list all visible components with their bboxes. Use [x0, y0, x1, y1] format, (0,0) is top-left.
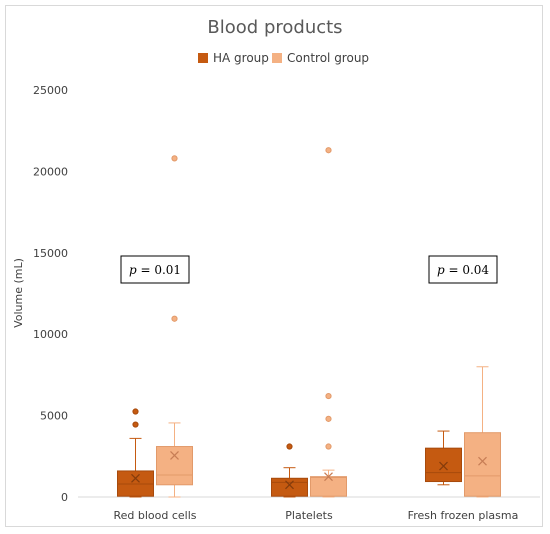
p-value: = 0.04	[445, 263, 490, 277]
chart-title: Blood products	[207, 17, 342, 38]
p-value-text: p = 0.04	[437, 263, 489, 277]
box-iqr	[156, 446, 193, 486]
y-tick-label: 0	[61, 491, 68, 504]
box-control	[464, 366, 501, 498]
p-value-box: p = 0.01	[120, 255, 190, 284]
box-iqr	[425, 447, 462, 483]
y-axis-ticks: 0 5000 10000 15000 20000 25000	[33, 84, 68, 504]
legend-label-control: Control group	[287, 51, 369, 65]
plot-area	[78, 147, 540, 498]
box-iqr	[464, 432, 501, 497]
box-iqr	[310, 476, 347, 497]
mean-marker	[170, 451, 179, 460]
y-axis-label: Volume (mL)	[12, 258, 25, 328]
x-category-label: Red blood cells	[113, 509, 196, 522]
box-ha	[425, 430, 462, 486]
mean-marker	[131, 473, 140, 483]
x-category-label: Platelets	[285, 509, 333, 522]
y-tick-label: 25000	[33, 84, 68, 97]
p-value: = 0.01	[137, 263, 181, 277]
p-value-text: p = 0.01	[129, 263, 181, 277]
p-value-frame	[428, 255, 498, 284]
box-ha	[271, 443, 308, 498]
mean-marker	[285, 480, 294, 490]
outlier-point	[171, 155, 178, 162]
p-value-box: p = 0.04	[428, 255, 498, 284]
mean-marker	[478, 456, 487, 466]
box-control	[310, 147, 347, 498]
outlier-point	[132, 421, 139, 428]
p-symbol: p	[129, 263, 137, 277]
mean-marker	[439, 461, 448, 471]
outlier-point	[325, 443, 332, 450]
p-value-frame	[120, 255, 190, 284]
y-tick-label: 5000	[40, 410, 68, 423]
outlier-point	[325, 392, 332, 400]
outlier-point	[325, 415, 332, 422]
x-category-label: Fresh frozen plasma	[408, 509, 519, 522]
mean-marker	[324, 472, 333, 482]
box-ha	[117, 408, 154, 498]
legend-label-ha: HA group	[213, 51, 269, 65]
y-tick-label: 15000	[33, 247, 68, 260]
outlier-point	[286, 443, 293, 450]
legend: HA group Control group	[198, 51, 369, 65]
y-tick-label: 20000	[33, 165, 68, 178]
outlier-point	[171, 315, 178, 322]
legend-swatch-control	[272, 53, 282, 63]
y-tick-label: 10000	[33, 328, 68, 341]
legend-swatch-ha	[198, 53, 208, 63]
annotations: p = 0.01 p = 0.04	[120, 255, 498, 284]
x-axis-categories: Red blood cells Platelets Fresh frozen pla…	[113, 509, 518, 522]
outlier-point	[132, 408, 139, 415]
box-iqr	[271, 477, 308, 497]
p-symbol: p	[437, 263, 445, 277]
box-control	[156, 155, 193, 498]
outlier-point	[325, 147, 332, 154]
